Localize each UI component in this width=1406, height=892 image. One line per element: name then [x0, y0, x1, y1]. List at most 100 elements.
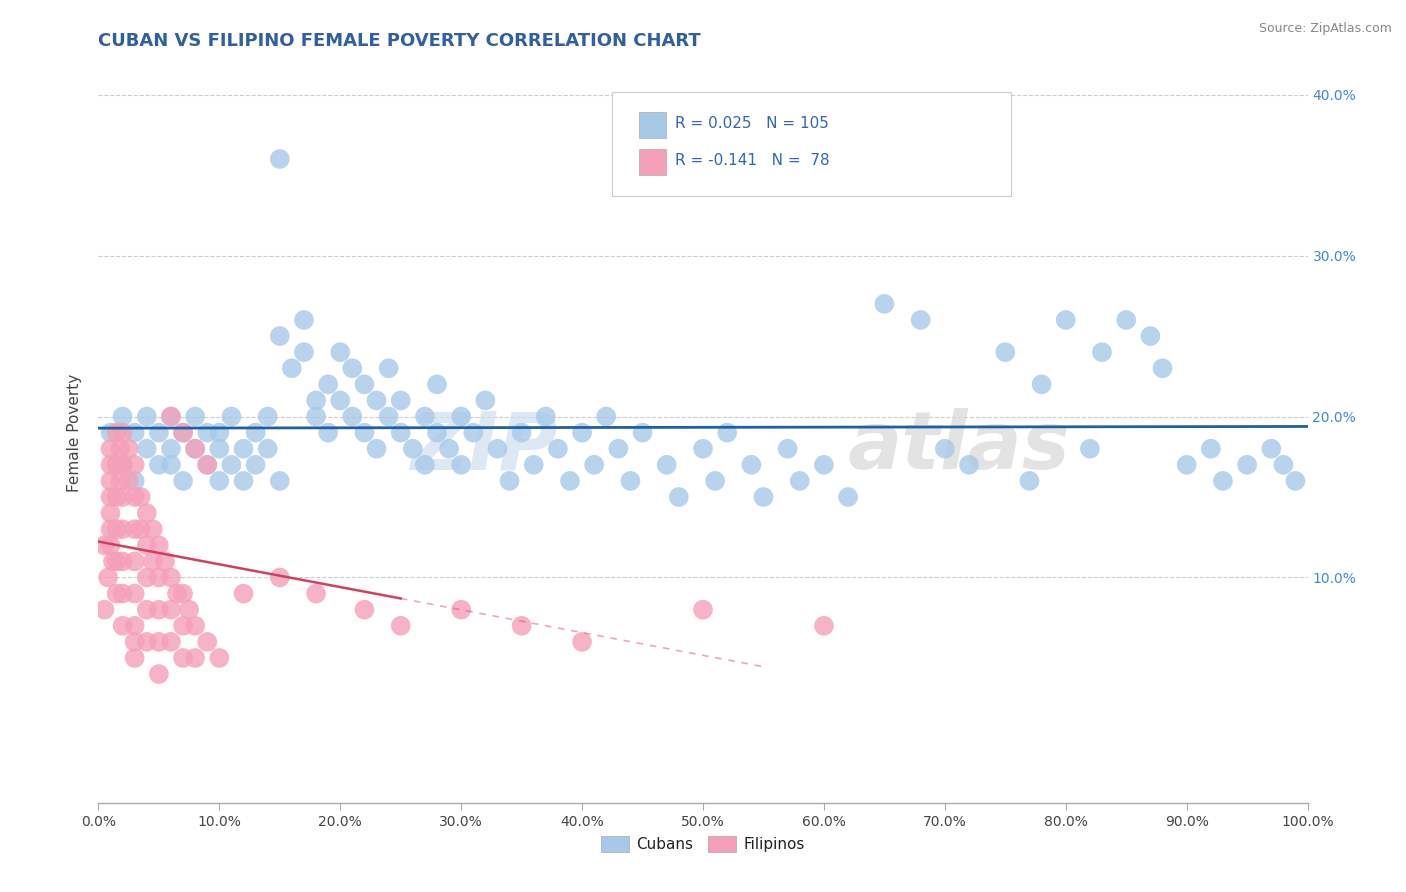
Point	[172, 619, 194, 633]
Point	[837, 490, 859, 504]
Point	[1139, 329, 1161, 343]
Point	[111, 458, 134, 472]
Point	[269, 329, 291, 343]
Point	[813, 619, 835, 633]
Point	[184, 619, 207, 633]
FancyBboxPatch shape	[638, 149, 665, 175]
Point	[716, 425, 738, 440]
Point	[510, 619, 533, 633]
Point	[100, 490, 122, 504]
Point	[124, 554, 146, 568]
Point	[305, 393, 328, 408]
Point	[1091, 345, 1114, 359]
Point	[172, 425, 194, 440]
Point	[221, 409, 243, 424]
Point	[105, 522, 128, 536]
Point	[498, 474, 520, 488]
Point	[93, 602, 115, 616]
Point	[160, 570, 183, 584]
Point	[450, 602, 472, 616]
Point	[195, 635, 218, 649]
Point	[142, 522, 165, 536]
Point	[269, 474, 291, 488]
Point	[329, 393, 352, 408]
Point	[124, 522, 146, 536]
Point	[1260, 442, 1282, 456]
Point	[402, 442, 425, 456]
Point	[135, 409, 157, 424]
Point	[1115, 313, 1137, 327]
Point	[232, 474, 254, 488]
Point	[148, 602, 170, 616]
Point	[118, 474, 141, 488]
Point	[160, 409, 183, 424]
Point	[124, 425, 146, 440]
Point	[316, 425, 339, 440]
Point	[100, 442, 122, 456]
Point	[1078, 442, 1101, 456]
Point	[523, 458, 546, 472]
Legend: Cubans, Filipinos: Cubans, Filipinos	[595, 830, 811, 858]
Point	[1031, 377, 1053, 392]
Point	[692, 442, 714, 456]
Point	[607, 442, 630, 456]
Point	[184, 409, 207, 424]
Point	[558, 474, 581, 488]
Y-axis label: Female Poverty: Female Poverty	[67, 374, 83, 491]
Point	[111, 619, 134, 633]
Point	[631, 425, 654, 440]
FancyBboxPatch shape	[638, 112, 665, 138]
Point	[510, 425, 533, 440]
Point	[583, 458, 606, 472]
Point	[437, 442, 460, 456]
Point	[208, 442, 231, 456]
Point	[148, 667, 170, 681]
Point	[450, 409, 472, 424]
Point	[1272, 458, 1295, 472]
Point	[118, 442, 141, 456]
Point	[366, 393, 388, 408]
Point	[776, 442, 799, 456]
Point	[813, 458, 835, 472]
Point	[124, 651, 146, 665]
Point	[172, 425, 194, 440]
Point	[184, 651, 207, 665]
Point	[153, 554, 176, 568]
Point	[292, 345, 315, 359]
Point	[342, 361, 364, 376]
Point	[105, 586, 128, 600]
Point	[160, 602, 183, 616]
Point	[172, 474, 194, 488]
Point	[1199, 442, 1222, 456]
Point	[148, 425, 170, 440]
Text: ZIP: ZIP	[411, 409, 558, 486]
Point	[124, 490, 146, 504]
Point	[292, 313, 315, 327]
Point	[105, 458, 128, 472]
Text: R = 0.025   N = 105: R = 0.025 N = 105	[675, 116, 830, 131]
Point	[108, 442, 131, 456]
Point	[100, 474, 122, 488]
Point	[366, 442, 388, 456]
Text: R = -0.141   N =  78: R = -0.141 N = 78	[675, 153, 830, 168]
Point	[934, 442, 956, 456]
Point	[450, 458, 472, 472]
Point	[100, 425, 122, 440]
Point	[100, 506, 122, 520]
Point	[413, 409, 436, 424]
Point	[994, 345, 1017, 359]
Point	[571, 425, 593, 440]
Point	[111, 554, 134, 568]
Point	[142, 554, 165, 568]
Point	[105, 490, 128, 504]
Point	[208, 474, 231, 488]
Point	[208, 651, 231, 665]
Point	[108, 474, 131, 488]
Point	[101, 554, 124, 568]
Point	[124, 635, 146, 649]
Point	[353, 377, 375, 392]
Point	[221, 458, 243, 472]
Point	[329, 345, 352, 359]
Point	[160, 458, 183, 472]
Point	[474, 393, 496, 408]
